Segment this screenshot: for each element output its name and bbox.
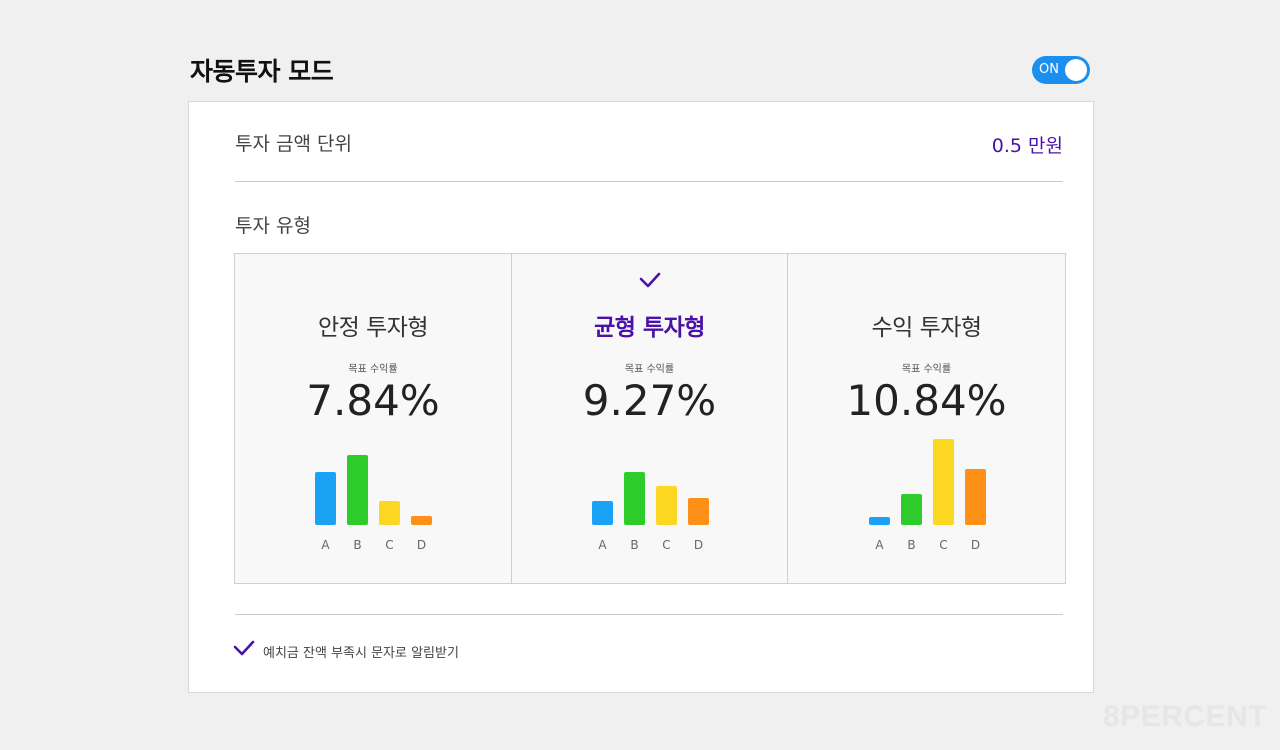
bar-d [411, 516, 432, 525]
toggle-knob [1065, 59, 1087, 81]
bar-b [624, 472, 645, 525]
bar-label: D [417, 538, 426, 552]
option-name: 수익 투자형 [871, 315, 982, 341]
unit-label: 투자 금액 단위 [235, 133, 352, 155]
bar-label: C [662, 538, 670, 552]
header: 자동투자 모드 ON [190, 48, 1090, 88]
page-title: 자동투자 모드 [190, 57, 334, 86]
auto-invest-toggle[interactable]: ON [1032, 56, 1090, 84]
bar-c [656, 486, 677, 525]
option-name: 균형 투자형 [594, 315, 705, 341]
option-name: 안정 투자형 [317, 315, 429, 341]
selected-check-icon [639, 272, 660, 288]
target-return-label: 목표 수익률 [901, 364, 952, 375]
type-label: 투자 유형 [235, 215, 311, 237]
bar-label: A [321, 538, 330, 552]
bar-a [592, 501, 613, 525]
allocation-bar-chart: A B C D [869, 439, 986, 552]
bar-label: B [630, 538, 638, 552]
bar-label: D [971, 538, 980, 552]
bar-c [379, 501, 400, 525]
bar-label: A [598, 538, 607, 552]
checkmark-icon [233, 640, 255, 656]
bar-b [901, 494, 922, 525]
divider [235, 614, 1063, 615]
bar-d [965, 469, 986, 525]
bar-label: A [875, 538, 884, 552]
bar-a [869, 517, 890, 525]
unit-row[interactable]: 투자 금액 단위 0.5 만원 [235, 129, 1063, 159]
bar-d [688, 498, 709, 525]
investment-type-options: 안정 투자형 목표 수익률 7.84% A B C D 균형 투자형 목표 수익률 9.27% A B… [234, 253, 1066, 584]
target-return-label: 목표 수익률 [348, 364, 398, 375]
sms-notify-label: 예치금 잔액 부족시 문자로 알림받기 [263, 646, 459, 661]
bar-label: B [907, 538, 915, 552]
bar-label: B [353, 538, 361, 552]
target-return-label: 목표 수익률 [624, 364, 675, 375]
allocation-bar-chart: A B C D [315, 455, 432, 552]
divider [235, 181, 1063, 182]
toggle-label: ON [1039, 62, 1059, 77]
bar-b [347, 455, 368, 525]
target-return-value: 10.84% [846, 376, 1007, 425]
settings-card: 투자 금액 단위 0.5 만원 투자 유형 안정 투자형 목표 수익률 7.84% A… [188, 101, 1094, 693]
unit-value[interactable]: 0.5 만원 [991, 135, 1063, 157]
bar-a [315, 472, 336, 525]
bar-label: D [694, 538, 703, 552]
target-return-value: 7.84% [306, 376, 440, 425]
watermark-logo: 8PERCENT [1103, 700, 1268, 733]
allocation-bar-chart: A B C D [592, 472, 709, 552]
bar-label: C [385, 538, 393, 552]
bar-label: C [939, 538, 947, 552]
bar-c [933, 439, 954, 525]
target-return-value: 9.27% [582, 376, 717, 425]
